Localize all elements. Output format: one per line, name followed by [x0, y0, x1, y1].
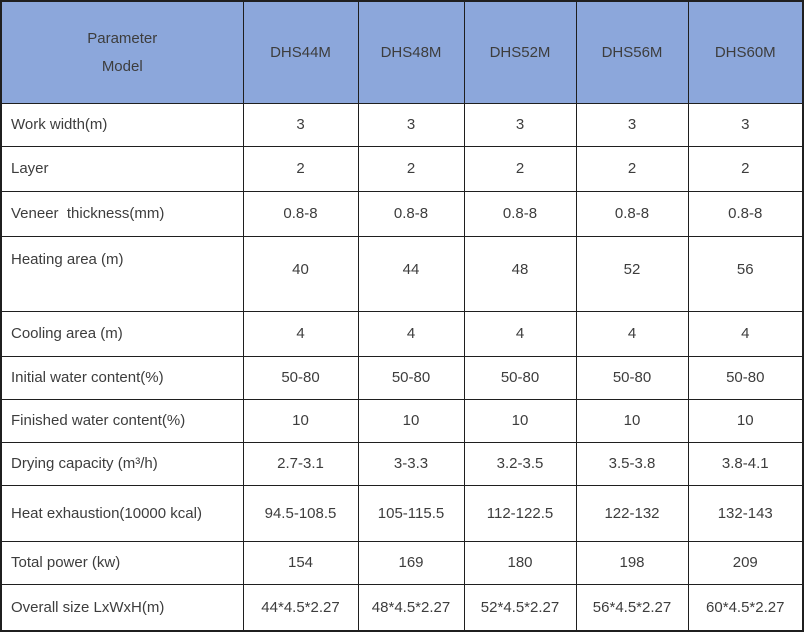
value-cell: 50-80: [463, 355, 577, 400]
value-cell: 112-122.5: [463, 484, 577, 542]
value-cell: 105-115.5: [357, 484, 465, 542]
model-label: Model: [101, 57, 143, 75]
column-header-dhs60m: DHS60M: [687, 0, 804, 104]
row-label-cell: Drying capacity (m³/h): [0, 441, 244, 486]
value-cell: 3.2-3.5: [463, 441, 577, 486]
value-cell: 3-3.3: [357, 441, 465, 486]
value-cell: 52*4.5*2.27: [463, 583, 577, 632]
table-row: Overall size LxWxH(m) 44*4.5*2.27 48*4.5*2…: [0, 583, 804, 632]
value-cell: 0.8-8: [357, 190, 465, 237]
value-cell: 44: [357, 235, 465, 312]
table-row: Layer 2 2 2 2 2: [0, 145, 804, 192]
value-cell: 10: [242, 398, 359, 443]
table-body: Work width(m) 3 3 3 3 3 Layer 2 2 2 2 2 Veneer thick…: [0, 102, 804, 632]
value-cell: 52: [575, 235, 689, 312]
value-cell: 48: [463, 235, 577, 312]
table-row: Drying capacity (m³/h) 2.7-3.1 3-3.3 3.2-3.…: [0, 441, 804, 486]
table-row: Heating area (m) 40 44 48 52 56: [0, 235, 804, 312]
row-label-cell: Heating area (m): [0, 235, 244, 312]
table-row: Heat exhaustion(10000 kcal) 94.5-108.5 105…: [0, 484, 804, 542]
value-cell: 56*4.5*2.27: [575, 583, 689, 632]
value-cell: 40: [242, 235, 359, 312]
table-row: Veneer thickness(mm) 0.8-8 0.8-8 0.8-8 0.8-8…: [0, 190, 804, 237]
value-cell: 198: [575, 540, 689, 585]
value-cell: 169: [357, 540, 465, 585]
value-cell: 0.8-8: [242, 190, 359, 237]
value-cell: 4: [242, 310, 359, 357]
value-cell: 56: [687, 235, 804, 312]
value-cell: 132-143: [687, 484, 804, 542]
value-cell: 2: [357, 145, 465, 192]
value-cell: 2: [463, 145, 577, 192]
value-cell: 3.5-3.8: [575, 441, 689, 486]
header-row: Parameter Model DHS44M DHS48M DHS52M DHS…: [0, 0, 804, 104]
table-header: Parameter Model DHS44M DHS48M DHS52M DHS…: [0, 0, 804, 104]
table-row: Finished water content(%) 10 10 10 10 10: [0, 398, 804, 443]
value-cell: 0.8-8: [687, 190, 804, 237]
value-cell: 2: [687, 145, 804, 192]
parameter-model-header-cell: Parameter Model: [0, 0, 244, 104]
value-cell: 4: [575, 310, 689, 357]
value-cell: 4: [463, 310, 577, 357]
value-cell: 50-80: [687, 355, 804, 400]
table-row: Initial water content(%) 50-80 50-80 50-80 5…: [0, 355, 804, 400]
column-header-dhs44m: DHS44M: [242, 0, 359, 104]
column-header-dhs52m: DHS52M: [463, 0, 577, 104]
value-cell: 3: [687, 102, 804, 147]
value-cell: 50-80: [575, 355, 689, 400]
value-cell: 10: [357, 398, 465, 443]
column-header-dhs48m: DHS48M: [357, 0, 465, 104]
value-cell: 209: [687, 540, 804, 585]
value-cell: 4: [357, 310, 465, 357]
value-cell: 60*4.5*2.27: [687, 583, 804, 632]
row-label-cell: Work width(m): [0, 102, 244, 147]
row-label-cell: Layer: [0, 145, 244, 192]
row-label-cell: Veneer thickness(mm): [0, 190, 244, 237]
value-cell: 154: [242, 540, 359, 585]
table-row: Total power (kw) 154 169 180 198 209: [0, 540, 804, 585]
row-label-cell: Overall size LxWxH(m): [0, 583, 244, 632]
value-cell: 4: [687, 310, 804, 357]
value-cell: 3: [357, 102, 465, 147]
row-label-cell: Total power (kw): [0, 540, 244, 585]
value-cell: 94.5-108.5: [242, 484, 359, 542]
value-cell: 10: [687, 398, 804, 443]
value-cell: 2: [242, 145, 359, 192]
value-cell: 0.8-8: [463, 190, 577, 237]
value-cell: 3: [242, 102, 359, 147]
table-row: Cooling area (m) 4 4 4 4 4: [0, 310, 804, 357]
table-row: Work width(m) 3 3 3 3 3: [0, 102, 804, 147]
row-label-cell: Finished water content(%): [0, 398, 244, 443]
value-cell: 50-80: [357, 355, 465, 400]
value-cell: 44*4.5*2.27: [242, 583, 359, 632]
value-cell: 3: [575, 102, 689, 147]
value-cell: 48*4.5*2.27: [357, 583, 465, 632]
value-cell: 122-132: [575, 484, 689, 542]
value-cell: 0.8-8: [575, 190, 689, 237]
value-cell: 3.8-4.1: [687, 441, 804, 486]
row-label-cell: Cooling area (m): [0, 310, 244, 357]
row-label-cell: Heat exhaustion(10000 kcal): [0, 484, 244, 542]
value-cell: 10: [575, 398, 689, 443]
value-cell: 10: [463, 398, 577, 443]
value-cell: 50-80: [242, 355, 359, 400]
value-cell: 2.7-3.1: [242, 441, 359, 486]
row-label-cell: Initial water content(%): [0, 355, 244, 400]
value-cell: 3: [463, 102, 577, 147]
value-cell: 2: [575, 145, 689, 192]
column-header-dhs56m: DHS56M: [575, 0, 689, 104]
parameter-label: Parameter: [87, 29, 158, 47]
value-cell: 180: [463, 540, 577, 585]
